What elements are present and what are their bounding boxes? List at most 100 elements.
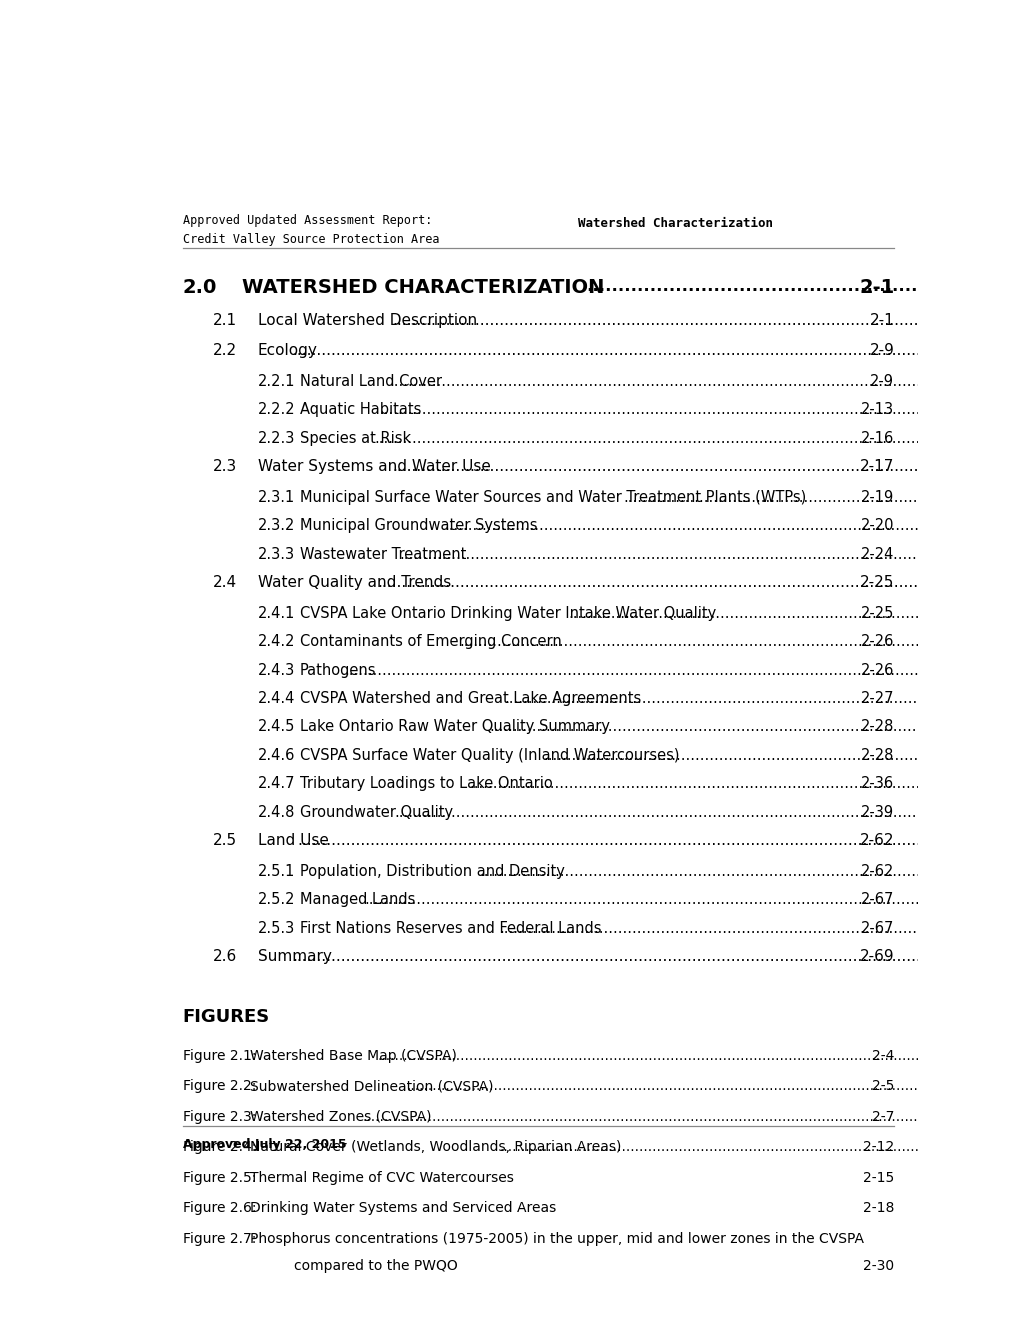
Text: 2-18: 2-18 <box>862 1201 894 1216</box>
Text: 2.3.3: 2.3.3 <box>258 546 294 562</box>
Text: 2-26: 2-26 <box>860 663 894 677</box>
Text: 2-4: 2-4 <box>871 1049 894 1063</box>
Text: 2-20: 2-20 <box>860 519 894 533</box>
Text: Figure 2.1:: Figure 2.1: <box>182 1049 256 1063</box>
Text: ................................................................................: ........................................… <box>450 1201 1019 1216</box>
Text: ................................................................................: ........................................… <box>377 576 1019 590</box>
Text: 2.5.3: 2.5.3 <box>258 921 294 936</box>
Text: Summary: Summary <box>258 949 331 964</box>
Text: 2.5.2: 2.5.2 <box>258 892 296 907</box>
Text: 2-62: 2-62 <box>859 833 894 849</box>
Text: Natural Land Cover: Natural Land Cover <box>300 374 441 389</box>
Text: 2.4.1: 2.4.1 <box>258 606 296 620</box>
Text: 2-13: 2-13 <box>860 403 894 417</box>
Text: ................................................................................: ........................................… <box>543 748 1019 763</box>
Text: CVSPA Watershed and Great Lake Agreements: CVSPA Watershed and Great Lake Agreement… <box>300 690 641 706</box>
Text: 2.3: 2.3 <box>213 459 236 474</box>
Text: Contaminants of Emerging Concern: Contaminants of Emerging Concern <box>300 634 561 649</box>
Text: 2-67: 2-67 <box>860 921 894 936</box>
Text: ................................................................................: ........................................… <box>399 546 1019 562</box>
Text: ................................................................................: ........................................… <box>364 892 1019 907</box>
Text: Tributary Loadings to Lake Ontario: Tributary Loadings to Lake Ontario <box>300 776 552 792</box>
Text: ................................................................................: ........................................… <box>394 805 1019 820</box>
Text: 2.0: 2.0 <box>182 279 217 297</box>
Text: 2-15: 2-15 <box>862 1171 894 1185</box>
Text: 2-1: 2-1 <box>858 279 894 297</box>
Text: Watershed Characterization: Watershed Characterization <box>578 216 772 230</box>
Text: Groundwater Quality: Groundwater Quality <box>300 805 452 820</box>
Text: 2.2.1: 2.2.1 <box>258 374 296 389</box>
Text: 2.4.5: 2.4.5 <box>258 719 296 734</box>
Text: 2.5: 2.5 <box>213 833 236 849</box>
Text: 2.4: 2.4 <box>213 576 236 590</box>
Text: 2.3.1: 2.3.1 <box>258 490 294 504</box>
Text: ................................................................................: ........................................… <box>459 634 1019 649</box>
Text: Credit Valley Source Protection Area: Credit Valley Source Protection Area <box>182 232 439 246</box>
Text: Figure 2.3:: Figure 2.3: <box>182 1110 256 1123</box>
Text: ................................................................................: ........................................… <box>569 606 1019 620</box>
Text: ................................................................................: ........................................… <box>407 1080 1019 1093</box>
Text: 2-26: 2-26 <box>860 634 894 649</box>
Text: 2.2.2: 2.2.2 <box>258 403 296 417</box>
Text: Species at Risk: Species at Risk <box>300 430 411 446</box>
Text: 2-9: 2-9 <box>868 343 894 359</box>
Text: ................................................................................: ........................................… <box>503 690 1019 706</box>
Text: 2.4.4: 2.4.4 <box>258 690 296 706</box>
Text: ................................................................................: ........................................… <box>379 403 1019 417</box>
Text: ................................................................................: ........................................… <box>344 663 1019 677</box>
Text: 2-17: 2-17 <box>859 459 894 474</box>
Text: ................................................................................: ........................................… <box>623 490 1019 504</box>
Text: ................................................................................: ........................................… <box>292 949 1019 964</box>
Text: 2-69: 2-69 <box>859 949 894 964</box>
Text: 2.4.2: 2.4.2 <box>258 634 296 649</box>
Text: 2.2: 2.2 <box>213 343 236 359</box>
Text: Wastewater Treatment: Wastewater Treatment <box>300 546 466 562</box>
Text: Phosphorus concentrations (1975-2005) in the upper, mid and lower zones in the C: Phosphorus concentrations (1975-2005) in… <box>250 1232 863 1246</box>
Text: 2.2.3: 2.2.3 <box>258 430 296 446</box>
Text: Figure 2.4:: Figure 2.4: <box>182 1140 256 1154</box>
Text: Subwatershed Delineation (CVSPA): Subwatershed Delineation (CVSPA) <box>250 1080 493 1093</box>
Text: ................................................................................: ........................................… <box>391 1259 1019 1274</box>
Text: Municipal Surface Water Sources and Water Treatment Plants (WTPs): Municipal Surface Water Sources and Wate… <box>300 490 805 504</box>
Text: ................................................................................: ........................................… <box>374 430 1019 446</box>
Text: Watershed Base Map (CVSPA): Watershed Base Map (CVSPA) <box>250 1049 457 1063</box>
Text: ................................................................................: ........................................… <box>292 343 1019 359</box>
Text: 2-16: 2-16 <box>860 430 894 446</box>
Text: Approved Updated Assessment Report:: Approved Updated Assessment Report: <box>182 214 432 227</box>
Text: Figure 2.7:: Figure 2.7: <box>182 1232 256 1246</box>
Text: 2-30: 2-30 <box>862 1259 894 1274</box>
Text: 2-24: 2-24 <box>860 546 894 562</box>
Text: Figure 2.2:: Figure 2.2: <box>182 1080 256 1093</box>
Text: 2-7: 2-7 <box>871 1110 894 1123</box>
Text: 2.4.3: 2.4.3 <box>258 663 294 677</box>
Text: ................................................................................: ........................................… <box>488 719 1019 734</box>
Text: Aquatic Habitats: Aquatic Habitats <box>300 403 421 417</box>
Text: 2-39: 2-39 <box>860 805 894 820</box>
Text: 2-19: 2-19 <box>860 490 894 504</box>
Text: ................................................................................: ........................................… <box>479 863 1019 879</box>
Text: 2-28: 2-28 <box>860 719 894 734</box>
Text: ....................................................: ........................................… <box>586 277 917 296</box>
Text: 2-36: 2-36 <box>860 776 894 792</box>
Text: Local Watershed Description: Local Watershed Description <box>258 313 477 327</box>
Text: 2.1: 2.1 <box>213 313 236 327</box>
Text: 2-1: 2-1 <box>868 313 894 327</box>
Text: 2.5.1: 2.5.1 <box>258 863 296 879</box>
Text: ................................................................................: ........................................… <box>499 1140 1019 1154</box>
Text: ................................................................................: ........................................… <box>363 1110 1018 1123</box>
Text: 2.4.8: 2.4.8 <box>258 805 296 820</box>
Text: 2-67: 2-67 <box>860 892 894 907</box>
Text: ................................................................................: ........................................… <box>392 459 1019 474</box>
Text: ................................................................................: ........................................… <box>389 374 1019 389</box>
Text: First Nations Reserves and Federal Lands: First Nations Reserves and Federal Lands <box>300 921 601 936</box>
Text: 2.4.6: 2.4.6 <box>258 748 296 763</box>
Text: Figure 2.5:: Figure 2.5: <box>182 1171 256 1185</box>
Text: compared to the PWQO: compared to the PWQO <box>293 1259 457 1274</box>
Text: Water Quality and Trends: Water Quality and Trends <box>258 576 450 590</box>
Text: Watershed Zones (CVSPA): Watershed Zones (CVSPA) <box>250 1110 431 1123</box>
Text: 2.3.2: 2.3.2 <box>258 519 296 533</box>
Text: 2-9: 2-9 <box>869 374 894 389</box>
Text: Managed Lands: Managed Lands <box>300 892 415 907</box>
Text: 2-25: 2-25 <box>860 606 894 620</box>
Text: Water Systems and Water Use: Water Systems and Water Use <box>258 459 490 474</box>
